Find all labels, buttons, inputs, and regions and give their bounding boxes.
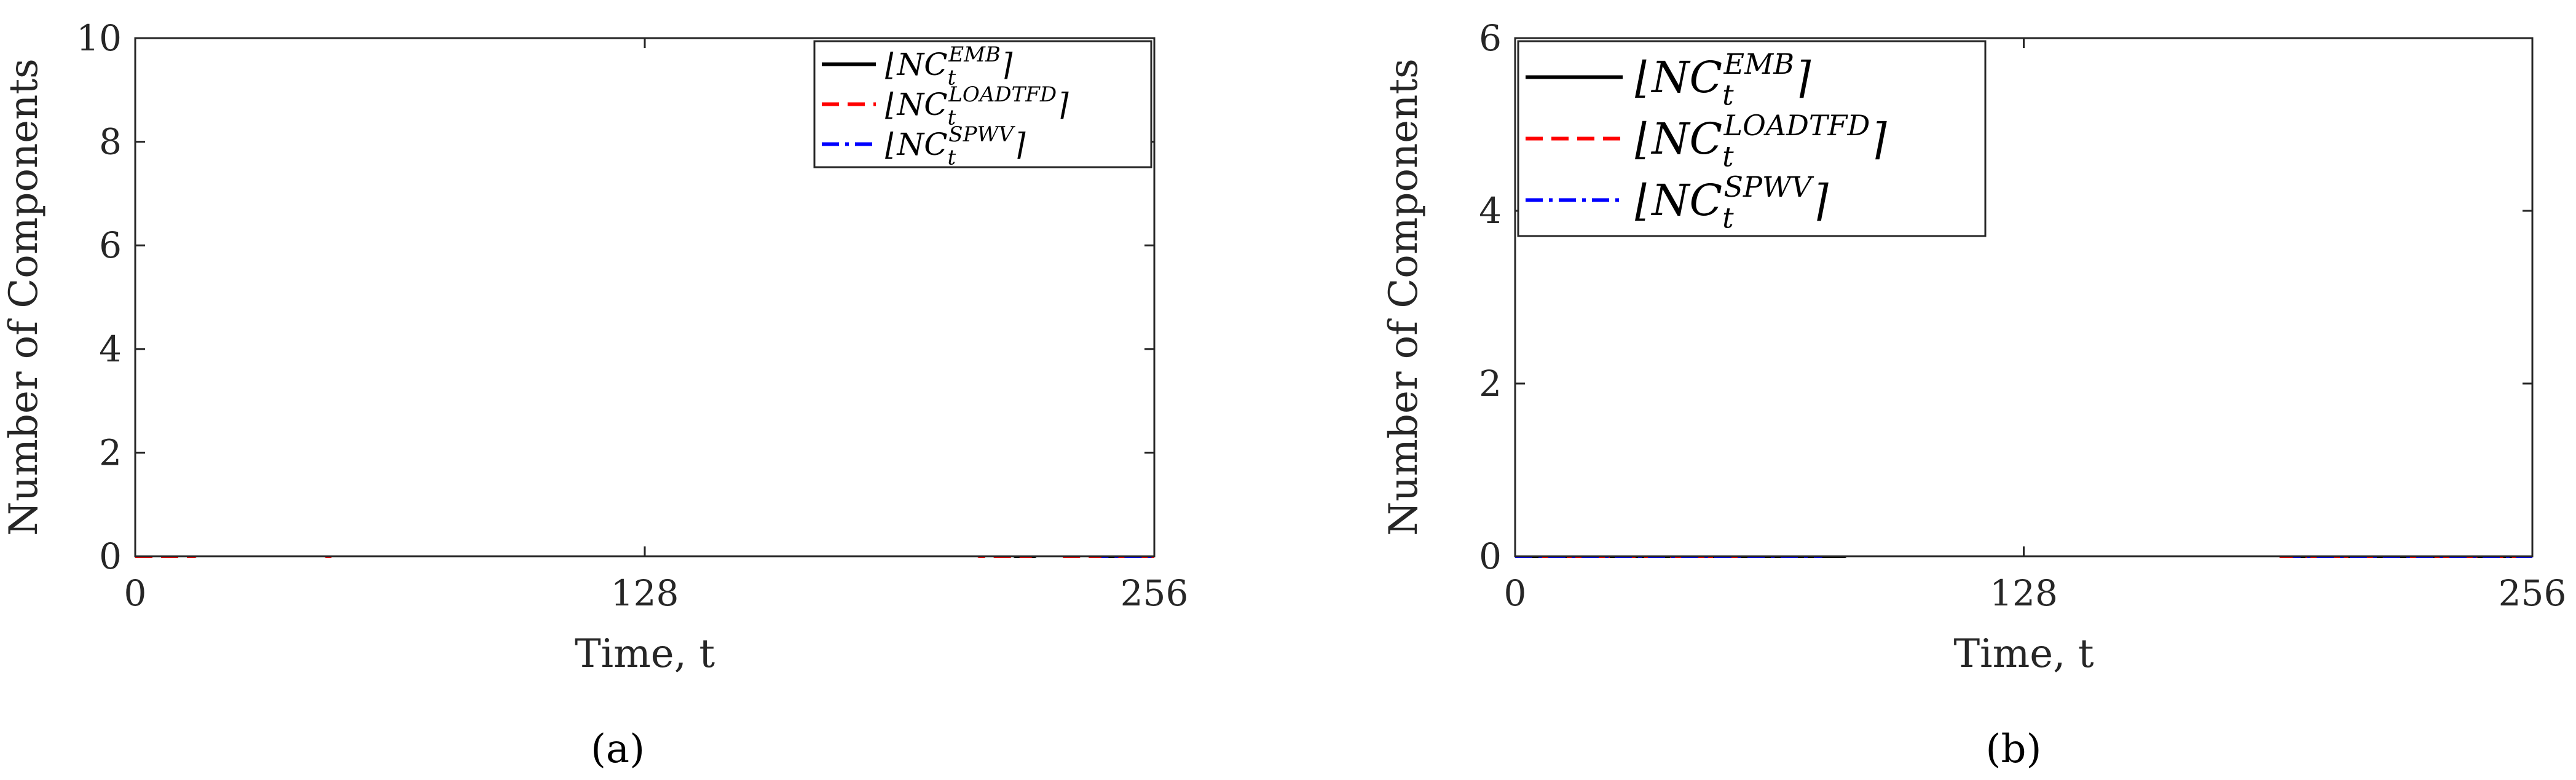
y-tick-label: 6 xyxy=(99,224,122,266)
legend-label-emb: ⌊NCtEMB⌉ xyxy=(885,42,1013,90)
x-tick-label: 0 xyxy=(124,572,147,614)
legend-box xyxy=(1517,40,1987,237)
y-axis-label: Number of Components xyxy=(1381,58,1427,536)
x-axis-label: Time, t xyxy=(1953,631,2093,677)
y-tick-label: 4 xyxy=(99,328,122,370)
panel-label-a: (a) xyxy=(591,727,645,772)
chart-panel-a: 0 128 256 0 2 4 6 8 10 Time, t Number of Component… xyxy=(1,17,1188,677)
panel-label-b: (b) xyxy=(1986,727,2042,772)
y-tick-label: 4 xyxy=(1479,190,1502,232)
legend-label-loadtfd: ⌊NCtLOADTFD⌉ xyxy=(885,82,1069,130)
y-tick-label: 2 xyxy=(1479,363,1502,404)
x-tick-label: 256 xyxy=(2499,572,2567,614)
y-tick-label: 8 xyxy=(99,121,122,163)
legend: ⌊NCtEMB⌉⌊NCtLOADTFD⌉⌊NCtSPWV⌉ xyxy=(813,40,1152,170)
x-tick-label: 128 xyxy=(611,572,679,614)
y-axis-label: Number of Components xyxy=(1,58,47,536)
legend-label-emb: ⌊NCtEMB⌉ xyxy=(1635,47,1811,112)
y-tick-label: 10 xyxy=(76,17,122,59)
y-tick-label: 2 xyxy=(99,431,122,473)
legend-box xyxy=(813,40,1152,168)
chart-panel-b: 0 128 256 0 2 4 6 Time, t Number of Components ⌊N… xyxy=(1381,17,2566,677)
legend-label-loadtfd: ⌊NCtLOADTFD⌉ xyxy=(1635,109,1887,173)
y-tick-label: 0 xyxy=(1479,535,1502,577)
x-tick-label: 128 xyxy=(1990,572,2058,614)
x-tick-label: 0 xyxy=(1504,572,1527,614)
legend-label-spwv: ⌊NCtSPWV⌉ xyxy=(1635,170,1829,235)
legend: ⌊NCtEMB⌉⌊NCtLOADTFD⌉⌊NCtSPWV⌉ xyxy=(1517,40,1987,237)
x-tick-label: 256 xyxy=(1121,572,1189,614)
legend-label-spwv: ⌊NCtSPWV⌉ xyxy=(885,122,1026,170)
y-tick-label: 0 xyxy=(99,535,122,577)
y-tick-label: 6 xyxy=(1479,17,1502,59)
x-axis-label: Time, t xyxy=(575,631,715,677)
